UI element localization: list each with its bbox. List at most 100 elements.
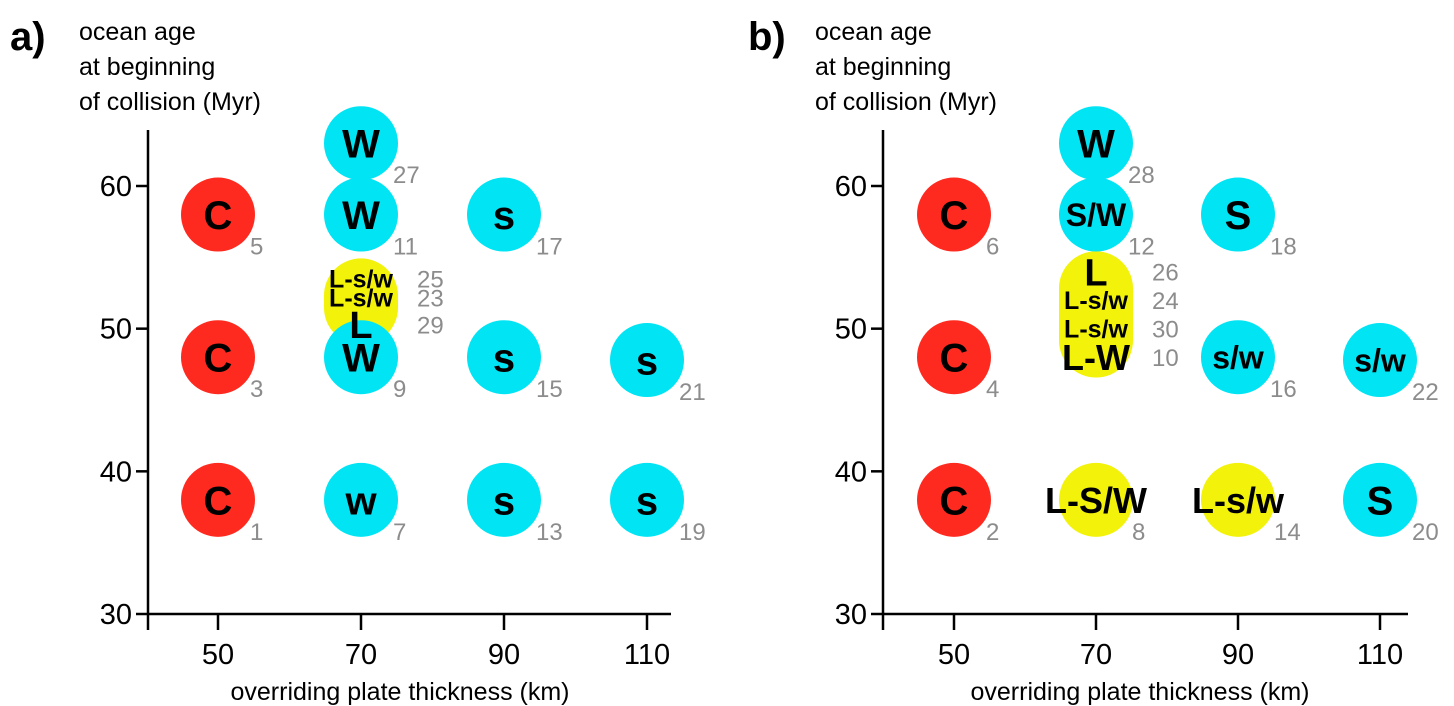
run-number: 27 bbox=[393, 162, 420, 189]
point-label: L-S/W bbox=[1045, 480, 1147, 521]
y-tick-label: 30 bbox=[835, 599, 867, 631]
run-number: 2 bbox=[986, 519, 999, 546]
point-label: L-W bbox=[1062, 337, 1130, 378]
run-number: 19 bbox=[679, 519, 706, 546]
subduction-marker bbox=[1201, 320, 1275, 395]
x-tick-label: 70 bbox=[1080, 639, 1112, 671]
x-tick-label: 50 bbox=[938, 639, 970, 671]
run-number: 24 bbox=[1152, 288, 1179, 315]
y-axis-title-line-3: of collision (Myr) bbox=[815, 88, 997, 116]
point-label: S bbox=[1367, 479, 1394, 523]
y-tick-label: 40 bbox=[100, 456, 132, 488]
run-number: 29 bbox=[417, 312, 444, 339]
subduction-marker bbox=[467, 177, 541, 252]
layered-marker bbox=[1201, 462, 1275, 537]
run-number: 18 bbox=[1270, 234, 1297, 261]
run-number: 23 bbox=[417, 285, 444, 312]
point-label: s/w bbox=[1212, 340, 1264, 376]
point-label: C bbox=[204, 194, 233, 238]
subduction-marker bbox=[1343, 462, 1417, 537]
point-label: C bbox=[940, 337, 969, 381]
collision-marker bbox=[181, 462, 255, 537]
run-number: 3 bbox=[250, 376, 263, 403]
run-number: 28 bbox=[1128, 162, 1155, 189]
subduction-marker bbox=[1343, 323, 1417, 398]
point-label: s bbox=[493, 337, 515, 381]
subduction-marker bbox=[324, 177, 398, 252]
run-number: 22 bbox=[1412, 379, 1439, 406]
x-axis-title: overriding plate thickness (km) bbox=[970, 678, 1309, 706]
run-number: 20 bbox=[1412, 519, 1439, 546]
y-tick-label: 60 bbox=[835, 171, 867, 203]
collision-marker bbox=[181, 177, 255, 252]
point-label: W bbox=[342, 123, 380, 167]
run-number: 21 bbox=[679, 379, 706, 406]
run-number: 1 bbox=[250, 519, 263, 546]
run-number: 13 bbox=[536, 519, 563, 546]
run-number: 9 bbox=[393, 376, 406, 403]
y-axis-title-line-3: of collision (Myr) bbox=[79, 88, 261, 116]
point-label: w bbox=[344, 479, 377, 523]
y-tick-label: 50 bbox=[835, 314, 867, 346]
panel-label: a) bbox=[10, 15, 46, 59]
point-label: W bbox=[342, 194, 380, 238]
collision-marker bbox=[917, 320, 991, 395]
point-label: L-s/w bbox=[329, 266, 393, 294]
run-number: 10 bbox=[1152, 345, 1179, 372]
point-label: L-s/w bbox=[1192, 480, 1285, 521]
point-label: s bbox=[636, 479, 658, 523]
point-label: S bbox=[1225, 194, 1252, 238]
run-number: 16 bbox=[1270, 376, 1297, 403]
y-axis-title-line-2: at beginning bbox=[815, 53, 951, 81]
run-number: 26 bbox=[1152, 260, 1179, 287]
subduction-marker bbox=[324, 106, 398, 181]
run-number: 14 bbox=[1274, 519, 1301, 546]
subduction-marker bbox=[610, 462, 684, 537]
panel-a: a) ocean age at beginning of collision (… bbox=[10, 15, 706, 706]
subduction-marker bbox=[324, 320, 398, 395]
point-label: C bbox=[940, 479, 969, 523]
x-tick-label: 110 bbox=[1357, 639, 1403, 671]
point-label: s bbox=[493, 479, 515, 523]
run-number: 30 bbox=[1152, 317, 1179, 344]
x-tick-label: 90 bbox=[1222, 639, 1254, 671]
subduction-marker bbox=[467, 320, 541, 395]
layered-marker bbox=[324, 258, 398, 345]
panel-b: b) ocean age at beginning of collision (… bbox=[748, 15, 1439, 706]
collision-marker bbox=[181, 320, 255, 395]
y-axis-title-line-2: at beginning bbox=[79, 53, 215, 81]
layered-marker bbox=[1059, 462, 1133, 537]
x-tick-label: 70 bbox=[345, 639, 377, 671]
point-label: W bbox=[342, 337, 380, 381]
layered-marker bbox=[1059, 251, 1133, 378]
subduction-marker bbox=[1201, 177, 1275, 252]
point-label: s bbox=[636, 339, 658, 383]
run-number: 15 bbox=[536, 376, 563, 403]
y-tick-label: 40 bbox=[835, 456, 867, 488]
point-label: C bbox=[204, 479, 233, 523]
point-label: L-s/w bbox=[329, 284, 393, 312]
collision-marker bbox=[917, 462, 991, 537]
run-number: 6 bbox=[986, 234, 999, 261]
collision-marker bbox=[917, 177, 991, 252]
subduction-marker bbox=[467, 462, 541, 537]
run-number: 17 bbox=[536, 234, 563, 261]
y-tick-label: 60 bbox=[100, 171, 132, 203]
subduction-marker bbox=[1059, 177, 1133, 252]
y-tick-label: 50 bbox=[100, 314, 132, 346]
subduction-marker bbox=[324, 462, 398, 537]
panel-label: b) bbox=[748, 15, 786, 59]
run-number: 11 bbox=[393, 234, 418, 261]
point-label: s bbox=[493, 194, 515, 238]
x-tick-label: 50 bbox=[202, 639, 234, 671]
x-tick-label: 110 bbox=[624, 639, 670, 671]
point-label: S/W bbox=[1066, 197, 1127, 233]
point-label: C bbox=[204, 337, 233, 381]
run-number: 5 bbox=[250, 234, 263, 261]
run-number: 12 bbox=[1128, 234, 1155, 261]
y-tick-label: 30 bbox=[100, 599, 132, 631]
x-axis-title: overriding plate thickness (km) bbox=[230, 678, 569, 706]
point-label: W bbox=[1077, 123, 1115, 167]
point-label: C bbox=[940, 194, 969, 238]
